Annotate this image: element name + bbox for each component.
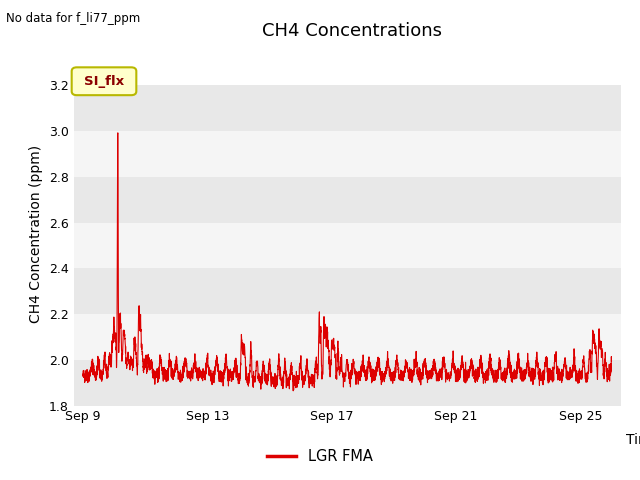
Bar <box>74 223 621 268</box>
Bar <box>74 360 621 406</box>
Text: No data for f_li77_ppm: No data for f_li77_ppm <box>6 12 141 25</box>
Bar <box>74 85 621 131</box>
Text: CH4 Concentrations: CH4 Concentrations <box>262 22 442 40</box>
Legend: LGR FMA: LGR FMA <box>261 444 379 470</box>
Bar <box>74 177 621 223</box>
Bar <box>74 314 621 360</box>
Bar <box>74 131 621 177</box>
Bar <box>74 268 621 314</box>
X-axis label: Time: Time <box>626 433 640 447</box>
Y-axis label: CH4 Concentration (ppm): CH4 Concentration (ppm) <box>29 145 44 323</box>
Text: SI_flx: SI_flx <box>84 75 124 88</box>
